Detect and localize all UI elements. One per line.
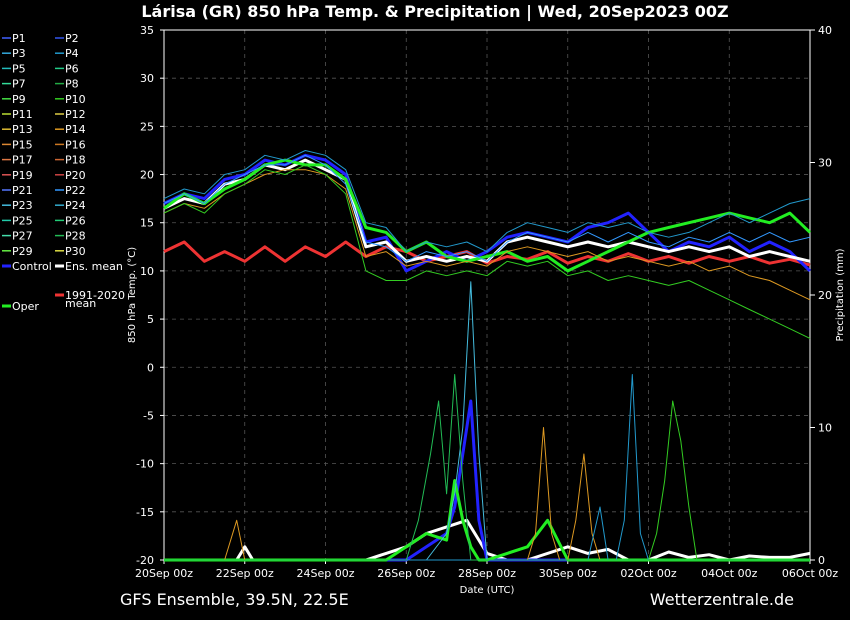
y-tick-label: 20 [140,169,154,182]
gridlines [164,29,810,561]
legend-label: P11 [12,108,33,121]
y-tick-label: -15 [136,506,154,519]
x-axis-label: Date (UTC) [460,585,515,596]
legend-label: P26 [65,214,86,227]
y2-tick-label: 10 [818,422,832,435]
y-tick-label: 35 [140,24,154,37]
x-tick-label: 26Sep 00z [377,567,435,580]
legend-label: P29 [12,245,33,258]
y2-tick-label: 40 [818,24,832,37]
precip-line-p28 [164,374,810,561]
legend-label: P8 [65,78,79,91]
y-axis-ticks: 35 30 25 20 15 10 5 0 -5 -10 -15 -20 [136,24,164,567]
y-tick-label: -10 [136,458,154,471]
legend-label: P22 [65,184,86,197]
temp-line-1991-2020-mean [163,240,811,267]
y-tick-label: 10 [140,265,154,278]
legend-label: P19 [12,169,33,182]
legend-label: P27 [12,230,33,243]
legend: P1 P2 P3 P4 P5 P6 P7 P8 P9 P10 P11 P12 P13 P14 P15 P16 P… [2,32,125,313]
legend-label: P25 [12,214,33,227]
x-tick-label: 02Oct 00z [620,567,677,580]
legend-label: P2 [65,32,79,45]
legend-label: Oper [12,300,39,313]
legend-label: P7 [12,78,26,91]
legend-label: P12 [65,108,86,121]
legend-label: P17 [12,154,33,167]
y-tick-label: -20 [136,554,154,567]
legend-label: P10 [65,93,86,106]
temp-line-p22 [163,154,811,262]
legend-label: P21 [12,184,33,197]
legend-label: Ens. mean [65,260,123,273]
x-tick-label: 30Sep 00z [539,567,597,580]
legend-label: P30 [65,245,86,258]
y-tick-label: 0 [147,361,154,374]
x-tick-label: 24Sep 00z [297,567,355,580]
y2-axis-ticks: 40 30 20 10 0 [810,24,832,567]
legend-label: Control [12,260,52,273]
temp-line-p14 [163,169,811,301]
x-tick-label: 04Oct 00z [701,567,758,580]
legend-label: P14 [65,123,86,136]
y-axis-label: 850 hPa Temp. (°C) [127,247,138,343]
legend-label: P24 [65,199,86,212]
legend-label: P23 [12,199,33,212]
temp-line-oper [163,158,812,273]
legend-label: P18 [65,154,86,167]
legend-label: P9 [12,93,26,106]
legend-label: P28 [65,230,86,243]
precipitation-series [164,281,811,562]
legend-label: P20 [65,169,86,182]
legend-label: mean [65,297,96,310]
y2-tick-label: 0 [818,554,825,567]
x-tick-label: 22Sep 00z [216,567,274,580]
temperature-series [163,150,812,339]
legend-label: P6 [65,62,79,75]
precip-line-p10 [164,400,810,561]
legend-label: P4 [65,47,79,60]
y-tick-label: 5 [147,313,154,326]
legend-label: P3 [12,47,26,60]
y-tick-label: 15 [140,217,154,230]
precip-line-p4 [164,374,810,561]
y-tick-label: -5 [143,409,154,422]
chart-title: Lárisa (GR) 850 hPa Temp. & Precipitatio… [141,2,728,22]
temp-line-p4 [163,150,811,253]
legend-label: P5 [12,62,26,75]
legend-label: P16 [65,138,86,151]
y2-axis-label: Precipitation (mm) [835,248,846,341]
footer-source: Wetterzentrale.de [650,590,794,609]
legend-label: P13 [12,123,33,136]
temp-line-p10 [163,164,811,339]
legend-label: P1 [12,32,26,45]
y-tick-label: 25 [140,120,154,133]
legend-label: P15 [12,138,33,151]
legend-label: 1991-2020 [65,289,125,302]
precip-line-oper [164,479,810,562]
x-tick-label: 20Sep 00z [135,567,193,580]
y2-tick-label: 20 [818,289,832,302]
y2-tick-label: 30 [818,157,832,170]
y-tick-label: 30 [140,72,154,85]
x-tick-label: 06Oct 00z [782,567,839,580]
footer-model-info: GFS Ensemble, 39.5N, 22.5E [120,590,349,609]
x-axis-ticks: 20Sep 00z 22Sep 00z 24Sep 00z 26Sep 00z 28Se… [135,560,838,580]
x-tick-label: 28Sep 00z [458,567,516,580]
